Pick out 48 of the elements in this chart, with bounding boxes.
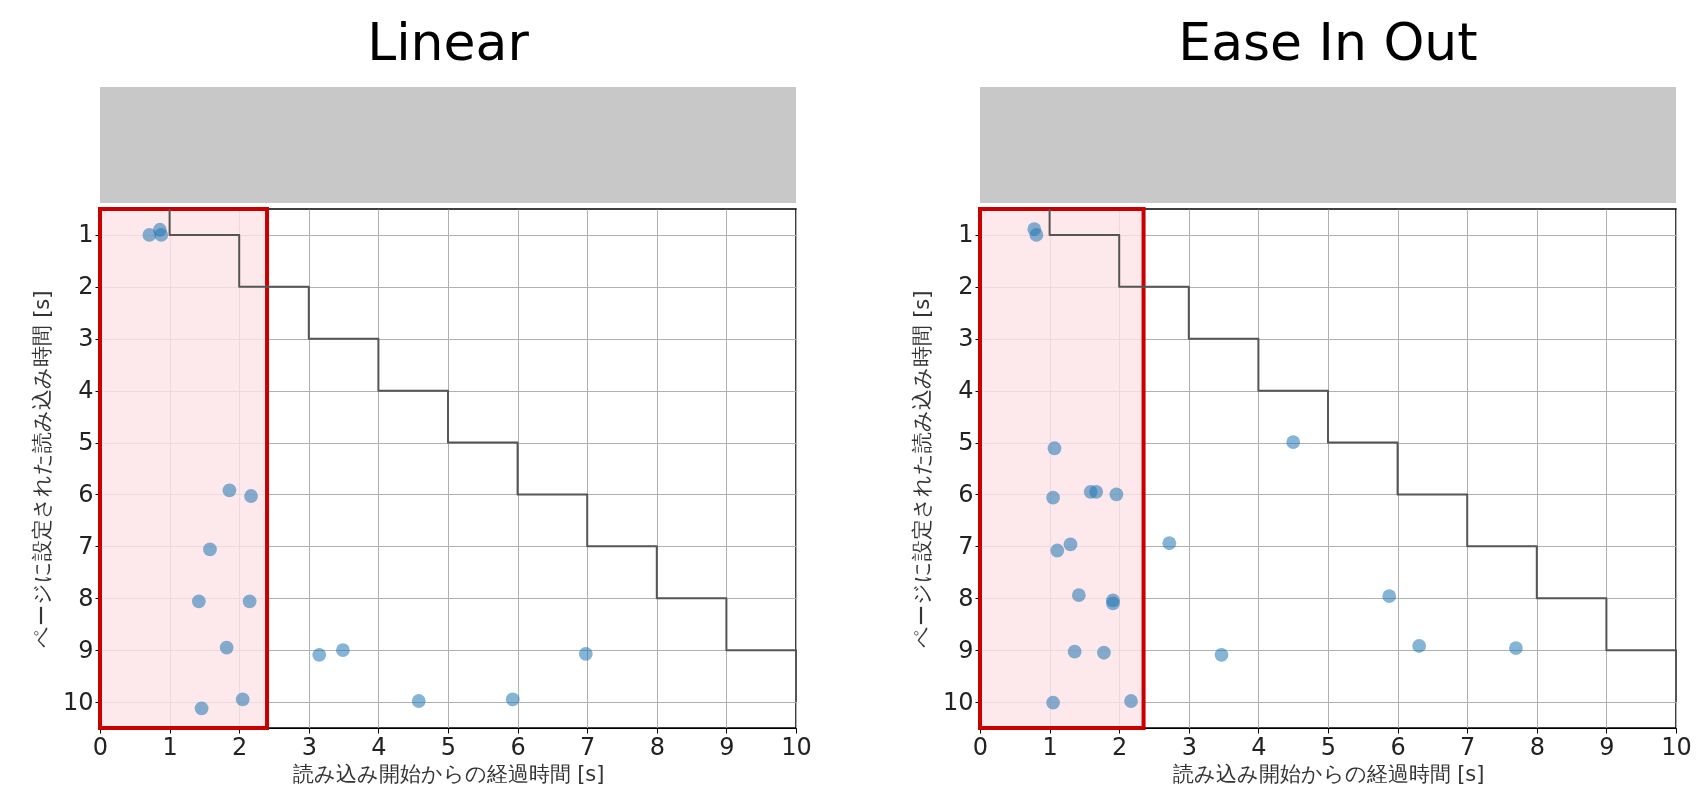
y-tick-label: 6: [78, 479, 94, 508]
y-tick-label: 6: [958, 479, 974, 508]
x-tick-label: 5: [1320, 732, 1337, 761]
x-tick-label: 9: [719, 732, 735, 761]
x-tick-label: 2: [1112, 732, 1128, 761]
x-axis-title: 読み込み開始からの経過時間 [s]: [292, 761, 605, 786]
y-tick-label: 7: [958, 531, 974, 560]
x-tick-label: 4: [1251, 732, 1267, 761]
x-tick-label: 7: [1460, 732, 1476, 761]
y-tick-label: 1: [78, 220, 94, 249]
y-tick-label: 4: [78, 376, 94, 405]
y-tick-label: 10: [942, 687, 974, 716]
x-tick-label: 8: [1529, 732, 1545, 761]
x-tick-label: 6: [510, 732, 526, 761]
x-tick-label: 3: [1181, 732, 1197, 761]
y-tick-label: 8: [78, 583, 94, 612]
y-tick-label: 2: [78, 272, 94, 301]
y-tick-label: 4: [958, 376, 974, 405]
y-tick-label: 1: [958, 220, 974, 249]
x-tick-label: 2: [232, 732, 248, 761]
y-tick-label: 2: [958, 272, 974, 301]
x-tick-label: 8: [649, 732, 665, 761]
x-tick-label: 5: [440, 732, 457, 761]
x-tick-label: 0: [972, 732, 989, 761]
x-tick-label: 10: [1661, 732, 1692, 761]
x-tick-label: 7: [580, 732, 596, 761]
y-tick-label: 5: [78, 428, 94, 457]
y-tick-label: 7: [78, 531, 94, 560]
x-axis-title: 読み込み開始からの経過時間 [s]: [1172, 761, 1485, 786]
x-tick-label: 4: [371, 732, 387, 761]
x-tick-label: 0: [92, 732, 109, 761]
y-tick-label: 5: [958, 428, 974, 457]
x-tick-label: 10: [781, 732, 812, 761]
y-tick-label: 9: [78, 635, 94, 664]
y-axis-title: ページに設定された読み込み時間 [s]: [909, 290, 934, 648]
x-tick-label: 1: [1042, 732, 1058, 761]
y-tick-label: 9: [958, 635, 974, 664]
x-tick-label: 3: [301, 732, 317, 761]
x-tick-label: 6: [1390, 732, 1406, 761]
y-tick-label: 3: [958, 324, 974, 353]
chart-title: Linear: [367, 12, 530, 72]
chart-title: Ease In Out: [1178, 12, 1478, 72]
x-tick-label: 9: [1599, 732, 1615, 761]
y-tick-label: 8: [958, 583, 974, 612]
y-tick-label: 10: [62, 687, 94, 716]
x-tick-label: 1: [162, 732, 178, 761]
y-tick-label: 3: [78, 324, 94, 353]
y-axis-title: ページに設定された読み込み時間 [s]: [29, 290, 54, 648]
